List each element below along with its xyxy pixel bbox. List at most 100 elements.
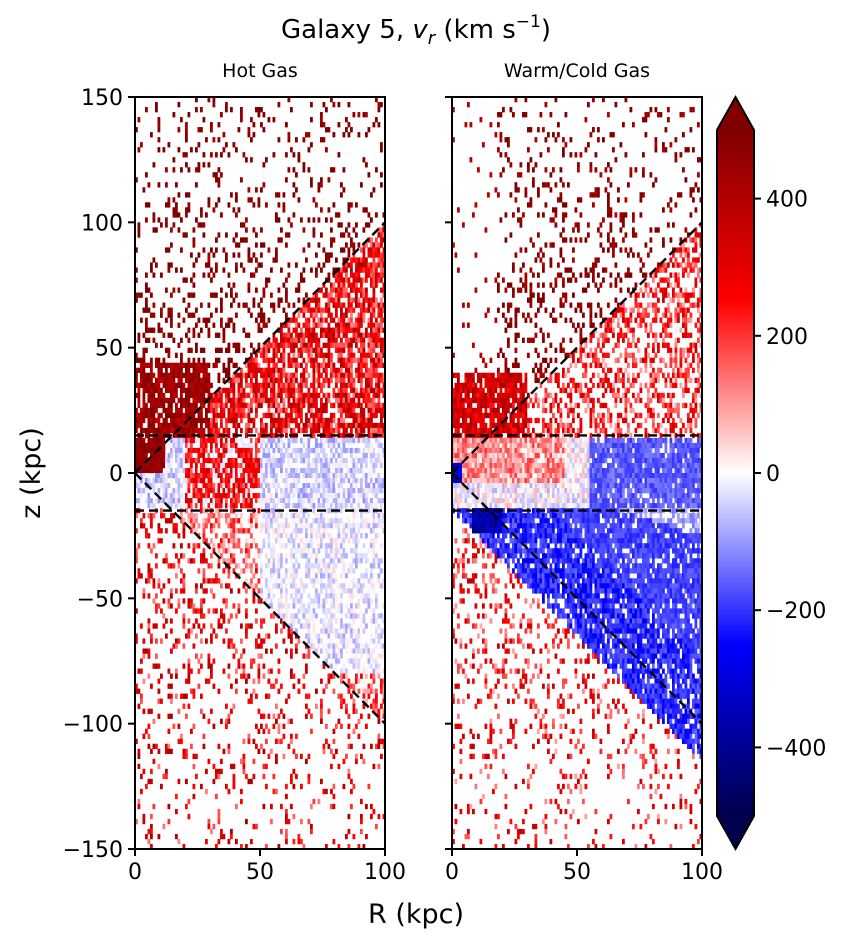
heatmap-cell [155,417,158,424]
heatmap-cell [292,182,296,188]
heatmap-cell [270,432,273,439]
heatmap-cell [305,653,308,659]
heatmap-cell [215,292,218,298]
heatmap-cell [300,342,303,348]
heatmap-cell [300,467,303,474]
heatmap-cell [195,653,198,659]
heatmap-cell [305,583,308,589]
heatmap-cell [197,127,201,133]
heatmap-cell [240,367,243,374]
heatmap-cell [210,467,213,474]
heatmap-cell [222,267,226,273]
heatmap-cell [245,598,248,604]
heatmap-cell [295,613,298,619]
heatmap-cell [302,493,306,499]
heatmap-cell [220,583,223,589]
heatmap-cell [355,232,358,238]
heatmap-cell [330,292,333,298]
heatmap-cell [185,508,188,514]
heatmap-cell [302,457,306,464]
heatmap-cell [235,402,238,409]
heatmap-cell [267,412,271,419]
heatmap-cell [222,457,226,464]
heatmap-cell [200,107,203,113]
heatmap-cell [282,342,286,348]
heatmap-cell [340,648,343,654]
heatmap-cell [312,568,316,574]
heatmap-cell [250,483,253,489]
heatmap-cell [380,462,383,469]
heatmap-cell [330,633,333,639]
heatmap-cell [360,317,363,323]
heatmap-cell [360,287,363,293]
heatmap-cell [137,332,141,338]
heatmap-cell [382,247,385,253]
heatmap-cell [272,337,276,343]
heatmap-cell [192,327,196,333]
heatmap-cell [242,407,246,414]
heatmap-cell [207,302,211,308]
heatmap-cell [340,583,343,589]
heatmap-cell [360,257,363,263]
heatmap-cell [165,518,168,524]
heatmap-cell [237,488,241,494]
heatmap-cell [337,633,341,639]
heatmap-cell [222,568,226,574]
heatmap-cell [342,342,346,348]
heatmap-cell [210,122,213,128]
heatmap-cell [292,518,296,524]
heatmap-cell [370,432,373,439]
heatmap-cell [320,457,323,464]
heatmap-cell [185,483,188,489]
heatmap-cell [340,508,343,514]
heatmap-cell [252,493,256,499]
heatmap-cell [147,377,151,384]
heatmap-cell [250,457,253,464]
heatmap-cell [370,302,373,308]
heatmap-cell [240,568,243,574]
heatmap-cell [357,402,361,409]
heatmap-cell [305,347,308,353]
heatmap-cell [307,307,311,313]
heatmap-cell [252,588,256,594]
heatmap-cell [372,503,376,509]
heatmap-cell [272,347,276,353]
heatmap-cell [245,427,248,434]
heatmap-cell [245,157,248,163]
heatmap-cell [187,337,191,343]
heatmap-cell [307,618,311,624]
heatmap-cell [170,427,173,434]
heatmap-cell [322,362,326,369]
heatmap-cell [202,478,206,484]
heatmap-cell [320,347,323,353]
heatmap-cell [177,563,181,569]
heatmap-cell [340,367,343,374]
heatmap-cell [285,447,288,454]
heatmap-cell [365,598,368,604]
heatmap-cell [287,503,291,509]
heatmap-cell [322,352,326,358]
heatmap-cell [342,548,346,554]
heatmap-cell [175,402,178,409]
heatmap-cell [160,437,163,444]
heatmap-cell [190,493,193,499]
heatmap-cell [332,503,336,509]
heatmap-cell [372,187,376,193]
heatmap-cell [377,107,381,113]
heatmap-cell [180,407,183,414]
heatmap-cell [370,297,373,303]
heatmap-cell [137,452,141,459]
heatmap-cell [212,407,216,414]
heatmap-cell [192,548,196,554]
heatmap-cell [237,663,241,669]
heatmap-cell [317,392,321,399]
heatmap-cell [345,638,348,644]
heatmap-cell [182,613,186,619]
heatmap-cell [170,332,173,338]
heatmap-cell [165,633,168,639]
heatmap-cell [305,473,308,479]
heatmap-cell [305,563,308,569]
heatmap-cell [182,578,186,584]
heatmap-cell [237,498,241,504]
heatmap-cell [162,457,166,464]
